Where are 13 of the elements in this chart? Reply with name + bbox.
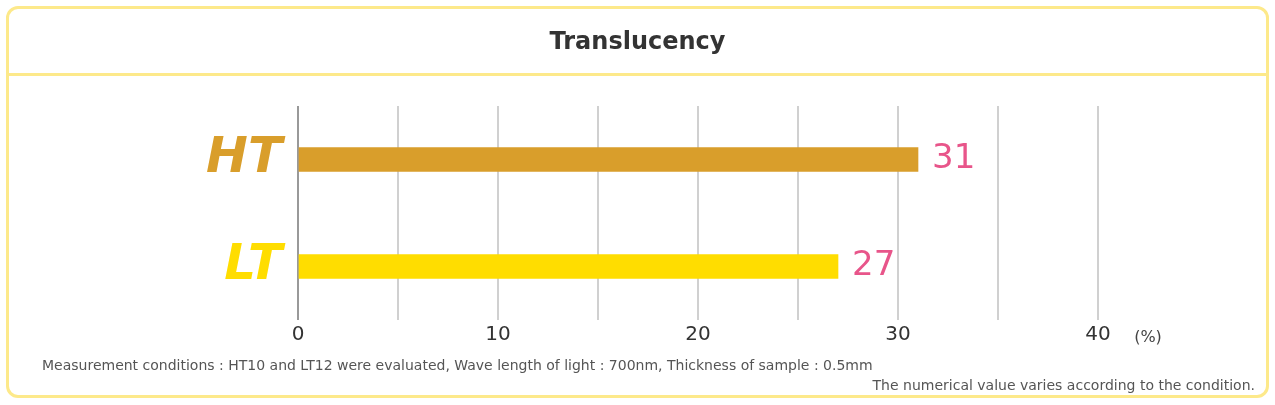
data-label: 31 bbox=[932, 136, 976, 177]
x-tick-label: 30 bbox=[885, 321, 911, 346]
text: Measurement conditions : HT10 and LT12 were evaluated, Wave length of light : 700nm, Thickness of sample : 0.5mm bbox=[42, 357, 873, 373]
y-tick-label: LT bbox=[224, 233, 286, 292]
x-tick-label: 0 bbox=[291, 321, 305, 346]
chart-title: Translucency bbox=[9, 9, 1266, 76]
x-tick-label: 10 bbox=[485, 321, 511, 346]
y-tick-label: HT bbox=[206, 126, 286, 185]
x-axis-title: (%) bbox=[1134, 327, 1162, 347]
x-tick-label: 20 bbox=[685, 321, 711, 346]
text: The numerical value varies according to the condition. bbox=[872, 377, 1255, 393]
x-tick-label: 40 bbox=[1085, 321, 1111, 346]
data-label: 27 bbox=[852, 243, 896, 284]
